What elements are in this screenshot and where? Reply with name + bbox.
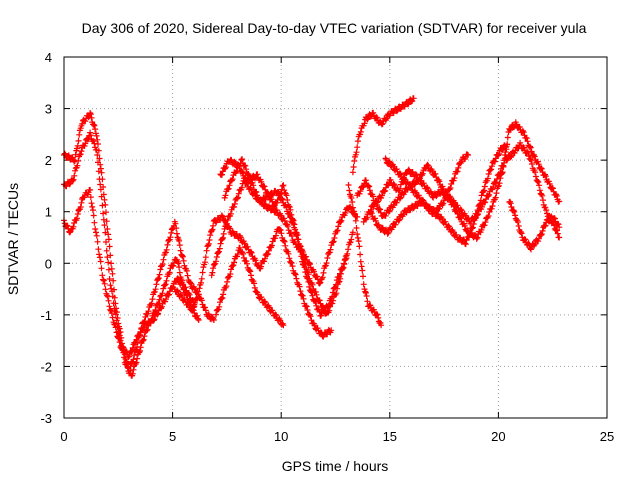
y-tick-label: -1 bbox=[40, 308, 52, 323]
data-point-markers bbox=[345, 182, 385, 329]
series-track-8 bbox=[221, 156, 350, 319]
series-track-12 bbox=[360, 119, 563, 242]
y-tick-label: 3 bbox=[45, 102, 52, 117]
x-tick-label: 0 bbox=[60, 429, 67, 444]
x-tick-label: 20 bbox=[491, 429, 505, 444]
x-tick-label: 10 bbox=[274, 429, 288, 444]
y-tick-label: 2 bbox=[45, 153, 52, 168]
x-tick-label: 5 bbox=[169, 429, 176, 444]
data-point-markers bbox=[506, 198, 563, 253]
x-tick-label: 25 bbox=[600, 429, 614, 444]
series-track-14 bbox=[382, 151, 471, 217]
data-point-markers bbox=[382, 151, 471, 217]
data-point-markers bbox=[221, 156, 350, 319]
series-track-6 bbox=[213, 244, 287, 329]
y-axis-title: SDTVAR / TECUs bbox=[5, 183, 21, 295]
y-tick-label: 0 bbox=[45, 256, 52, 271]
labels-layer: 0 5 10 15 20 25 -3 -2 -1 0 1 2 3 4 bbox=[40, 50, 614, 444]
data-point-markers bbox=[360, 119, 563, 242]
x-tick-label: 15 bbox=[383, 429, 397, 444]
y-tick-label: 4 bbox=[45, 50, 52, 65]
data-point-markers bbox=[349, 95, 417, 176]
data-point-markers bbox=[213, 244, 287, 329]
series-track-15 bbox=[506, 198, 563, 253]
y-tick-label: -3 bbox=[40, 411, 52, 426]
series-track-10 bbox=[349, 95, 417, 176]
plot-frame bbox=[63, 56, 608, 419]
y-tick-label: 1 bbox=[45, 205, 52, 220]
y-tick-label: -2 bbox=[40, 359, 52, 374]
chart-title: Day 306 of 2020, Sidereal Day-to-day VTE… bbox=[82, 20, 587, 36]
marks-layer bbox=[61, 95, 563, 379]
series-track-9 bbox=[345, 182, 385, 329]
x-axis-title: GPS time / hours bbox=[282, 458, 389, 474]
